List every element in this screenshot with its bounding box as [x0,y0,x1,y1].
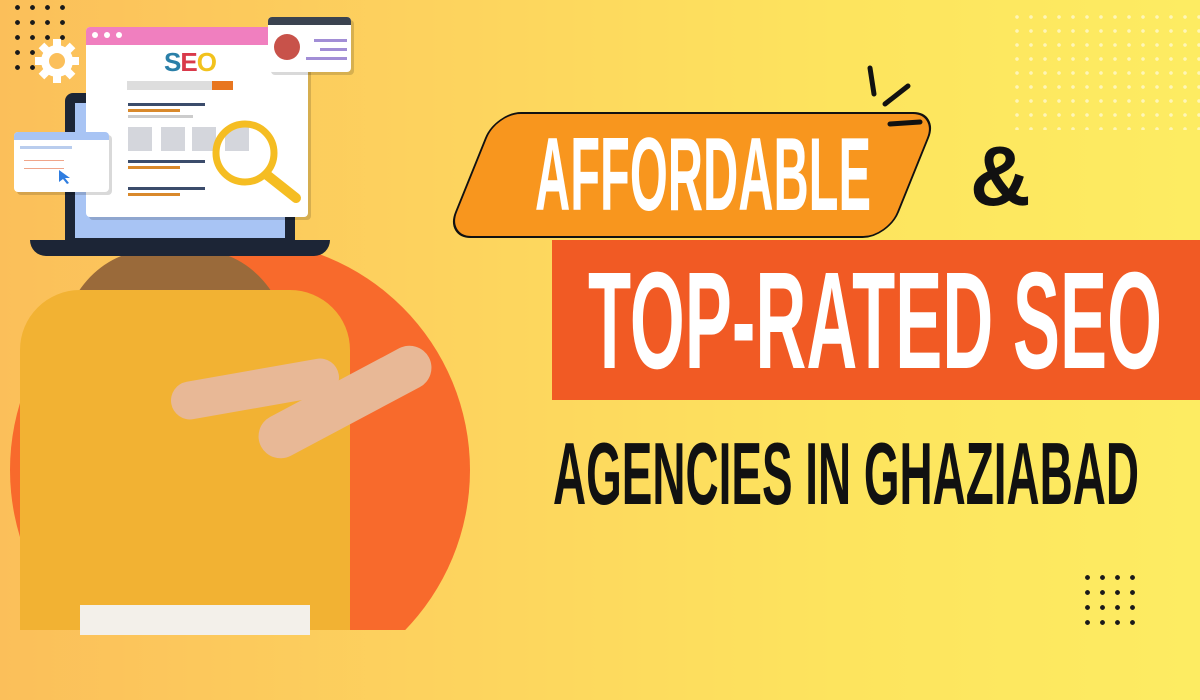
headline-line2-text: TOP-RATED SEO [588,262,1162,382]
result-line [128,193,180,196]
profile-line [306,57,347,60]
browser-title-bar [86,27,308,45]
user-profile-icon [274,34,300,60]
profile-title-bar [268,17,351,25]
gear-icon [35,39,79,83]
seo-browser-window: SEO [86,27,308,217]
cursor-icon [59,170,70,184]
magnifier-icon [212,120,301,203]
small-window-line [24,160,64,161]
result-line [128,103,205,106]
result-line [128,187,205,190]
result-line [128,109,180,112]
small-window-line [20,146,72,149]
result-line [128,166,180,169]
headline-line3: AGENCIES IN GHAZIABAD [553,436,1139,511]
dot-pattern [1080,570,1140,630]
result-line [128,160,205,163]
small-window-line [24,168,64,169]
seo-logo: SEO [164,47,217,77]
headline-line3-text: AGENCIES IN GHAZIABAD [553,436,1139,511]
profile-line [320,48,347,51]
person-figure [20,250,460,635]
result-line [128,115,193,118]
headline-line2: TOP-RATED SEO [588,262,1162,382]
shirt [20,290,350,630]
laptop-base [30,240,330,256]
top-rated-banner [552,240,1200,400]
profile-window [268,17,351,72]
small-window-title-bar [14,132,109,140]
headline-line1-text: AFFORDABLE [535,130,871,220]
search-button [212,81,233,90]
emphasis-strokes [867,65,923,127]
image-thumbnails [128,127,152,151]
pants [80,605,310,635]
small-window [14,132,109,192]
search-bar [127,81,212,90]
dot-pattern [1010,10,1200,130]
window-dots [92,32,98,38]
ampersand: & [970,129,1031,223]
headline-line1: AFFORDABLE [535,130,871,220]
profile-line [314,39,347,42]
